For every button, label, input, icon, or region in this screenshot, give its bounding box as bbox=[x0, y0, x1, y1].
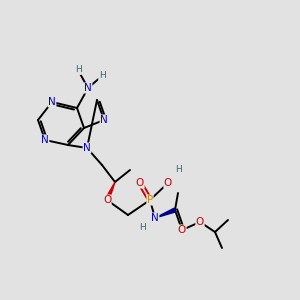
Text: O: O bbox=[196, 217, 204, 227]
Text: O: O bbox=[178, 225, 186, 235]
Text: N: N bbox=[41, 135, 49, 145]
Text: N: N bbox=[100, 115, 108, 125]
Text: O: O bbox=[103, 195, 111, 205]
Text: N: N bbox=[48, 97, 56, 107]
Text: H: H bbox=[139, 223, 145, 232]
Text: N: N bbox=[84, 83, 92, 93]
Text: H: H bbox=[75, 65, 81, 74]
Text: H: H bbox=[99, 71, 105, 80]
Text: O: O bbox=[164, 178, 172, 188]
Text: N: N bbox=[151, 213, 159, 223]
Text: P: P bbox=[147, 195, 153, 205]
Text: H: H bbox=[175, 166, 182, 175]
Text: O: O bbox=[136, 178, 144, 188]
Polygon shape bbox=[105, 182, 115, 201]
Polygon shape bbox=[155, 208, 176, 218]
Text: N: N bbox=[83, 143, 91, 153]
